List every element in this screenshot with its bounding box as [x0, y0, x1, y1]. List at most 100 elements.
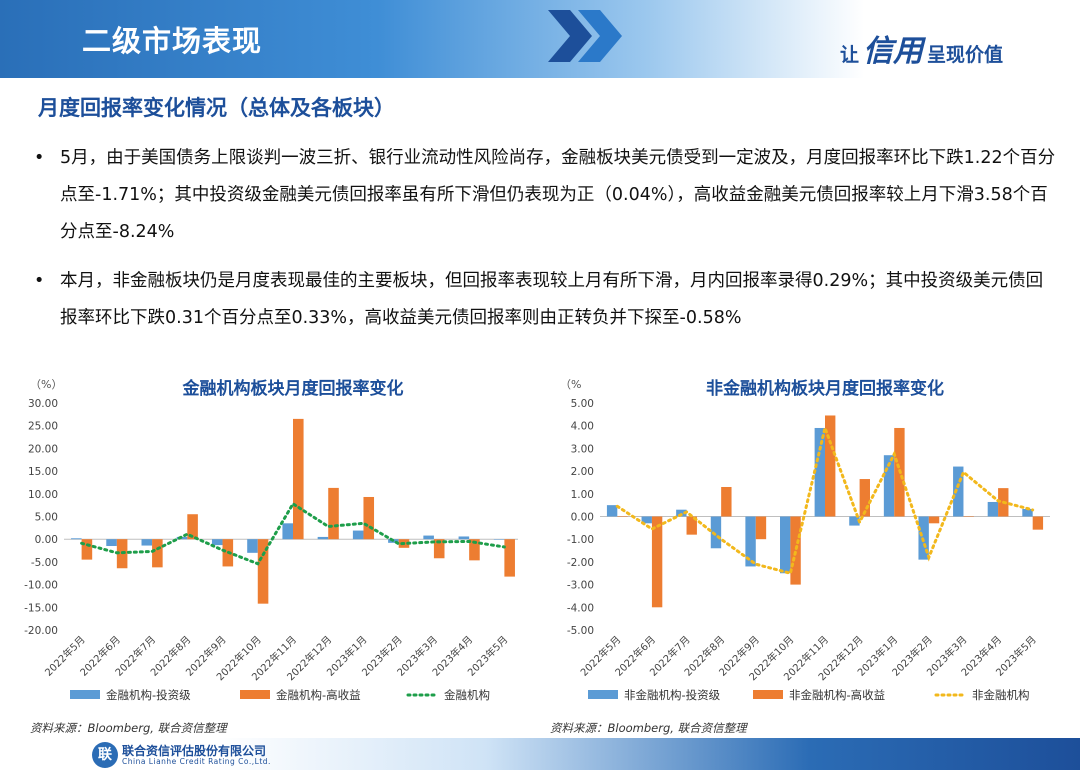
header-banner	[0, 0, 1080, 78]
series-line	[80, 501, 506, 566]
y-tick-label: 20.00	[28, 443, 58, 455]
bar	[363, 496, 375, 540]
y-tick-label: -20.00	[24, 625, 58, 637]
slogan: 让信用 呈现价值	[840, 34, 1004, 69]
y-tick-label: -5.00	[567, 625, 594, 637]
bar	[81, 539, 93, 560]
bar	[745, 516, 756, 567]
y-tick-label: 1.00	[571, 489, 594, 501]
y-tick-label: 0.00	[35, 534, 58, 546]
header: 二级市场表现 让信用 呈现价值	[0, 0, 1080, 78]
bar	[686, 516, 697, 535]
y-tick-label: 10.00	[28, 489, 58, 501]
y-tick-label: -15.00	[24, 602, 58, 614]
nonfinancial-chart-svg: （% 非金融机构板块月度回报率变化 5.00 4.00 3.00 2.00 1.00 0.00…	[560, 378, 1050, 702]
company-name: 联合资信评估股份有限公司	[122, 744, 267, 758]
y-tick-label: 0.00	[571, 512, 594, 524]
unit-label: （%）	[30, 378, 62, 391]
bar	[504, 539, 515, 577]
y-tick-label: -10.00	[24, 580, 58, 592]
y-tick-label: 5.00	[571, 398, 594, 410]
bar	[651, 516, 663, 608]
bar	[493, 539, 505, 540]
nonfinancial-chart: （% 非金融机构板块月度回报率变化 5.00 4.00 3.00 2.00 1.00 0.00…	[548, 368, 1058, 708]
bar	[849, 516, 860, 526]
bar	[247, 539, 258, 553]
bar	[859, 479, 870, 517]
legend-label: 非金融机构-投资级	[624, 688, 721, 702]
y-tick-label: 30.00	[28, 398, 58, 410]
bar	[328, 487, 339, 540]
y-tick-label: -2.00	[567, 557, 594, 569]
bar	[825, 415, 836, 517]
bar	[883, 455, 895, 517]
bar	[676, 509, 687, 517]
bar	[152, 539, 163, 568]
legend-label: 金融机构-高收益	[276, 688, 361, 702]
chevron-right-icon	[548, 10, 622, 62]
bullet-item: • 本月，非金融板块仍是月度表现最佳的主要板块，但回报率表现较上月有所下滑，月内回…	[34, 271, 1044, 328]
bar	[317, 536, 329, 540]
series-line	[615, 422, 1035, 576]
bar	[963, 516, 974, 517]
bullet-text: 5月，由于美国债务上限谈判一波三折、银行业流动性风险尚存，金融板块美元债受到一定…	[60, 148, 1056, 242]
bar	[352, 530, 364, 540]
y-tick-label: 5.00	[35, 512, 58, 524]
section-title: 月度回报率变化情况（总体及各板块）	[38, 96, 395, 120]
y-tick-label: 25.00	[28, 421, 58, 433]
legend-swatch	[588, 690, 618, 699]
legend-label: 非金融机构	[972, 688, 1030, 702]
bar	[790, 516, 801, 585]
bar	[141, 539, 153, 546]
legend-swatch	[240, 690, 270, 699]
source-note: 资料来源：Bloomberg, 联合资信整理	[550, 721, 747, 735]
y-tick-label: 4.00	[571, 421, 594, 433]
unit-label: （%	[560, 378, 581, 391]
legend-swatch	[70, 690, 100, 699]
bar	[606, 505, 618, 517]
bar	[987, 501, 999, 517]
y-tick-label: -4.00	[567, 602, 594, 614]
bar	[928, 516, 940, 524]
legend-label: 非金融机构-高收益	[789, 688, 885, 702]
bullet-text: 本月，非金融板块仍是月度表现最佳的主要板块，但回报率表现较上月有所下滑，月内回报…	[60, 271, 1044, 328]
legend-label: 金融机构	[444, 688, 490, 702]
bar	[282, 523, 293, 540]
legend-swatch	[753, 690, 783, 699]
financial-chart-svg: （%） 金融机构板块月度回报率变化 30.00 25.00 20.00 15.00 10.0…	[24, 378, 518, 702]
bullet-list: • 5月，由于美国债务上限谈判一波三折、银行业流动性风险尚存，金融板块美元债受到一…	[30, 140, 1060, 349]
bullet-item: • 5月，由于美国债务上限谈判一波三折、银行业流动性风险尚存，金融板块美元债受到一…	[34, 148, 1056, 242]
bar	[106, 539, 117, 547]
bar	[469, 539, 480, 561]
bar	[814, 427, 825, 517]
footer	[0, 738, 1080, 770]
chart-title: 金融机构板块月度回报率变化	[182, 378, 404, 399]
bar	[641, 516, 652, 524]
bar	[293, 418, 304, 540]
bar	[1032, 516, 1044, 530]
bar	[71, 538, 82, 540]
bar	[1022, 509, 1033, 517]
company-logo: 联	[92, 742, 118, 768]
legend-label: 金融机构-投资级	[106, 688, 191, 702]
bar	[187, 514, 198, 540]
bar	[211, 539, 223, 546]
bar	[423, 535, 434, 540]
chart-title: 非金融机构板块月度回报率变化	[706, 378, 944, 399]
bar	[755, 516, 767, 540]
bar	[721, 486, 732, 517]
y-tick-label: -5.00	[31, 557, 58, 569]
company-name-en: China Lianhe Credit Rating Co.,Ltd.	[122, 757, 271, 766]
bar	[617, 516, 628, 517]
y-tick-label: -1.00	[567, 534, 594, 546]
y-tick-label: 2.00	[571, 466, 594, 478]
bar	[953, 466, 964, 517]
page-title: 二级市场表现	[82, 24, 263, 58]
y-tick-label: 15.00	[28, 466, 58, 478]
bar	[710, 516, 722, 549]
source-note: 资料来源：Bloomberg, 联合资信整理	[30, 721, 227, 735]
y-tick-label: 3.00	[571, 443, 594, 455]
y-tick-label: -3.00	[567, 580, 594, 592]
financial-chart: （%） 金融机构板块月度回报率变化 30.00 25.00 20.00 15.00 10.0…	[8, 368, 518, 708]
bar	[433, 539, 445, 559]
